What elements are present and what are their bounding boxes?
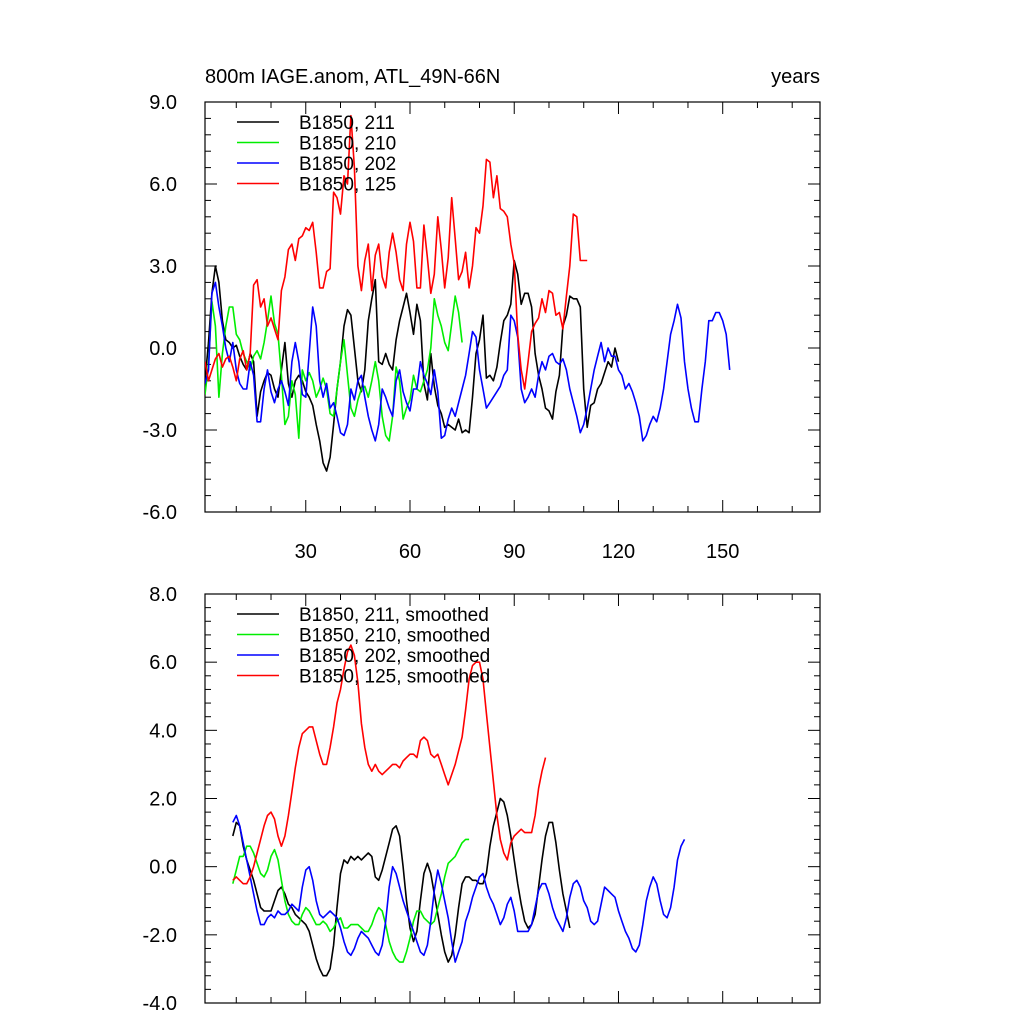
- bottom-legend-label: B1850, 125, smoothed: [299, 667, 490, 688]
- bottom-y-tick-label: 8.0: [149, 584, 177, 606]
- top-x-tick-label: 120: [602, 541, 635, 563]
- bottom-y-tick-label: 2.0: [149, 789, 177, 811]
- bottom-legend-label: B1850, 202, smoothed: [299, 646, 490, 667]
- bottom-legend-label: B1850, 211, smoothed: [299, 605, 489, 626]
- top-panel-units: years: [771, 66, 820, 88]
- bottom-series-line-3: [232, 814, 686, 963]
- top-y-tick-label: 9.0: [149, 92, 177, 114]
- top-y-tick-label: 3.0: [149, 256, 177, 278]
- top-x-tick-label: 150: [706, 541, 739, 563]
- bottom-series-group: [232, 644, 686, 977]
- bottom-y-tick-label: -4.0: [143, 993, 177, 1015]
- top-legend-label: B1850, 210: [299, 134, 396, 155]
- top-series-group: [205, 114, 731, 472]
- top-y-tick-label: 0.0: [149, 338, 177, 360]
- top-x-tick-label: 60: [399, 541, 421, 563]
- bottom-series-line-1: [232, 797, 571, 977]
- top-panel-title: 800m IAGE.anom, ATL_49N-66N: [205, 66, 500, 88]
- top-legend-label: B1850, 125: [299, 175, 396, 196]
- top-plot-frame: [204, 101, 821, 513]
- bottom-y-tick-label: -2.0: [143, 925, 177, 947]
- bottom-plot-frame: [204, 593, 821, 1004]
- bottom-y-tick-label: 6.0: [149, 652, 177, 674]
- bottom-y-tick-label: 4.0: [149, 720, 177, 742]
- top-series-line-3: [205, 281, 731, 442]
- top-y-tick-label: -6.0: [143, 502, 177, 524]
- top-series-line-4: [205, 114, 588, 390]
- bottom-series-line-4: [232, 644, 547, 885]
- bottom-panel: -4.0 -2.0 0.0 2.0 4.0 6.0 8.0 B1850, 211, smoot…: [143, 584, 821, 1015]
- bottom-legend-label: B1850, 210, smoothed: [299, 626, 490, 647]
- top-y-tick-label: -3.0: [143, 420, 177, 442]
- bottom-series-line-2: [232, 838, 470, 963]
- top-x-tick-label: 30: [295, 541, 317, 563]
- top-panel: -6.0 -3.0 0.0 3.0 6.0 9.0 30 60 90 120 150 B1850, 2…: [143, 92, 821, 563]
- top-series-line-1: [205, 259, 620, 472]
- top-y-tick-label: 6.0: [149, 174, 177, 196]
- bottom-y-tick-label: 0.0: [149, 857, 177, 879]
- top-x-tick-label: 90: [503, 541, 525, 563]
- top-legend-label: B1850, 211: [299, 113, 395, 134]
- top-legend-label: B1850, 202: [299, 154, 396, 175]
